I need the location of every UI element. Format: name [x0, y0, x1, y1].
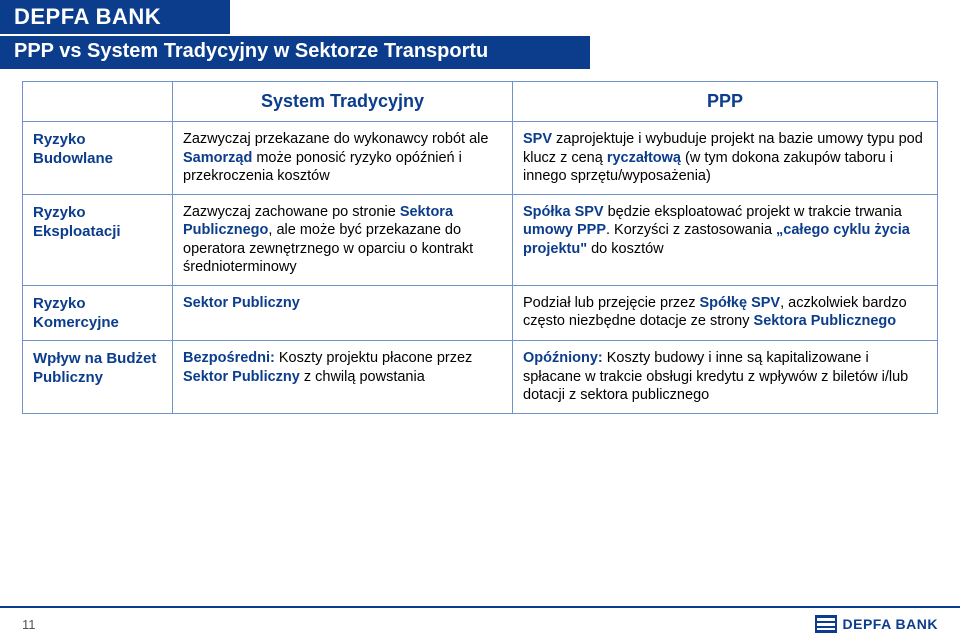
row-label: Ryzyko Eksploatacji	[23, 194, 173, 285]
logo-icon	[815, 615, 837, 633]
highlight-text: ryczałtową	[607, 150, 681, 166]
body-text: z chwilą powstania	[300, 369, 425, 385]
col-header-blank	[23, 82, 173, 122]
cell-traditional: Sektor Publiczny	[173, 285, 513, 340]
body-text: . Korzyści z zastosowania	[606, 222, 776, 238]
footer: 11 DEPFA BANK	[0, 606, 960, 640]
table-row: Ryzyko EksploatacjiZazwyczaj zachowane p…	[23, 194, 938, 285]
highlight-text: Bezpośredni:	[183, 350, 279, 366]
comparison-table: System Tradycyjny PPP Ryzyko BudowlaneZa…	[22, 81, 938, 414]
page-subtitle: PPP vs System Tradycyjny w Sektorze Tran…	[0, 36, 590, 69]
col-header-traditional: System Tradycyjny	[173, 82, 513, 122]
body-text: Zazwyczaj przekazane do wykonawcy robót …	[183, 131, 488, 147]
cell-ppp: Spółka SPV będzie eksploatować projekt w…	[513, 194, 938, 285]
page-number: 11	[22, 617, 36, 632]
col-header-ppp: PPP	[513, 82, 938, 122]
cell-ppp: Podział lub przejęcie przez Spółkę SPV, …	[513, 285, 938, 340]
table-row: Wpływ na Budżet PublicznyBezpośredni: Ko…	[23, 341, 938, 414]
row-label: Ryzyko Budowlane	[23, 122, 173, 195]
cell-ppp: Opóźniony: Koszty budowy i inne są kapit…	[513, 341, 938, 414]
highlight-text: Opóźniony:	[523, 350, 607, 366]
footer-logo: DEPFA BANK	[815, 615, 939, 633]
body-text: Podział lub przejęcie przez	[523, 295, 700, 311]
body-text: będzie eksploatować projekt w trakcie tr…	[604, 204, 902, 220]
footer-logo-text: DEPFA BANK	[843, 616, 939, 632]
cell-traditional: Bezpośredni: Koszty projektu płacone prz…	[173, 341, 513, 414]
highlight-text: Sektora Publicznego	[754, 313, 897, 329]
body-text: Koszty projektu płacone przez	[279, 350, 472, 366]
highlight-text: Samorząd	[183, 150, 252, 166]
row-label: Wpływ na Budżet Publiczny	[23, 341, 173, 414]
table-row: Ryzyko Komercyjne Sektor Publiczny Podział…	[23, 285, 938, 340]
highlight-text: Sektor Publiczny	[183, 369, 300, 385]
cell-traditional: Zazwyczaj zachowane po stronie Sektora P…	[173, 194, 513, 285]
cell-traditional: Zazwyczaj przekazane do wykonawcy robót …	[173, 122, 513, 195]
highlight-text: SPV	[523, 131, 552, 147]
row-label: Ryzyko Komercyjne	[23, 285, 173, 340]
cell-ppp: SPV zaprojektuje i wybuduje projekt na b…	[513, 122, 938, 195]
body-text: Zazwyczaj zachowane po stronie	[183, 204, 400, 220]
table-row: Ryzyko Budowlane Zazwyczaj przekazane do …	[23, 122, 938, 195]
highlight-text: umowy PPP	[523, 222, 606, 238]
highlight-text: Spółkę SPV	[700, 295, 781, 311]
highlight-text: Spółka SPV	[523, 204, 604, 220]
brand-title: DEPFA BANK	[0, 0, 230, 34]
table-header-row: System Tradycyjny PPP	[23, 82, 938, 122]
body-text: do kosztów	[587, 241, 664, 257]
highlight-text: Sektor Publiczny	[183, 295, 300, 311]
